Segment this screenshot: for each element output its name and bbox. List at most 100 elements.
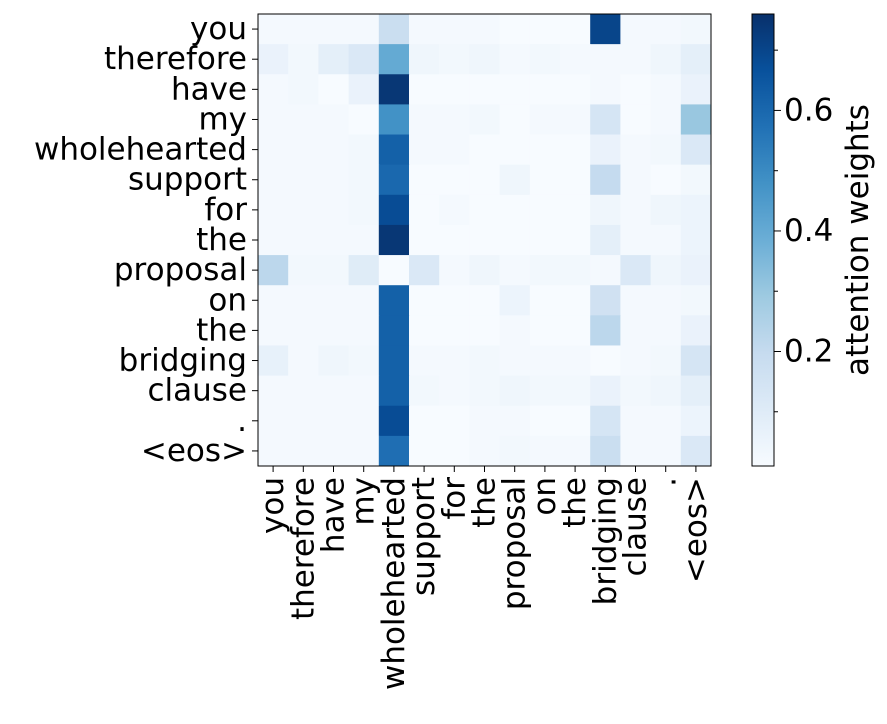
heatmap-cell	[348, 345, 380, 377]
heatmap-cell	[529, 134, 561, 166]
heatmap-cell	[529, 255, 561, 286]
heatmap-cell	[409, 224, 440, 256]
heatmap-cell	[590, 224, 621, 256]
heatmap-cell	[439, 74, 470, 105]
heatmap-cell	[650, 315, 682, 346]
heatmap-cell	[560, 255, 591, 286]
heatmap-cell	[620, 74, 652, 105]
heatmap-cell	[288, 164, 319, 196]
heatmap-cell	[469, 224, 501, 256]
heatmap-cell	[560, 164, 591, 196]
heatmap-cell	[318, 104, 350, 136]
heatmap-cell	[288, 315, 319, 346]
heatmap-cell	[378, 345, 410, 377]
heatmap-cell	[499, 74, 531, 105]
heatmap-cell	[590, 315, 621, 346]
heatmap-cell	[560, 345, 591, 377]
heatmap-cell	[680, 14, 712, 45]
heatmap-cell	[529, 14, 561, 45]
x-tick-label: support	[406, 477, 442, 596]
x-tick-label: my	[346, 477, 382, 526]
heatmap-cell	[620, 255, 652, 286]
colorbar-tick-label: 0.2	[784, 333, 833, 369]
heatmap-cell	[409, 255, 440, 286]
heatmap-cell	[529, 345, 561, 377]
heatmap-cell	[258, 74, 289, 105]
heatmap-cell	[560, 134, 591, 166]
heatmap-cell	[499, 435, 531, 467]
heatmap-cell	[529, 194, 561, 226]
heatmap-cell	[499, 104, 531, 136]
heatmap-cell	[620, 224, 652, 256]
heatmap-cell	[258, 255, 289, 286]
heatmap-cell	[439, 44, 470, 75]
heatmap-cell	[590, 435, 621, 467]
heatmap-cell	[258, 44, 289, 75]
heatmap-cell	[318, 435, 350, 467]
heatmap-cell	[469, 134, 501, 166]
heatmap-cell	[439, 435, 470, 467]
heatmap-cell	[590, 164, 621, 196]
heatmap-cell	[258, 164, 289, 196]
heatmap-cell	[680, 285, 712, 316]
heatmap-cell	[348, 44, 380, 75]
heatmap-cell	[318, 164, 350, 196]
heatmap-cell	[439, 345, 470, 377]
heatmap-cell	[469, 315, 501, 346]
heatmap-cell	[650, 255, 682, 286]
heatmap-cell	[258, 194, 289, 226]
heatmap-cell	[620, 134, 652, 166]
heatmap-cell	[348, 164, 380, 196]
heatmap-cell	[650, 285, 682, 316]
heatmap-cell	[620, 44, 652, 75]
heatmap-cell	[560, 224, 591, 256]
heatmap-cell	[439, 315, 470, 346]
heatmap-cell	[650, 435, 682, 467]
heatmap-cell	[288, 255, 319, 286]
heatmap-cell	[560, 194, 591, 226]
heatmap-cell	[499, 255, 531, 286]
heatmap-cell	[288, 435, 319, 467]
heatmap-cell	[560, 104, 591, 136]
heatmap-cell	[348, 74, 380, 105]
y-tick-label: support	[128, 162, 247, 198]
heatmap-cell	[529, 74, 561, 105]
y-tick-label: the	[196, 222, 247, 258]
y-tick-label: have	[171, 71, 247, 107]
heatmap-cell	[499, 44, 531, 75]
heatmap-cell	[288, 104, 319, 136]
heatmap-cell	[499, 224, 531, 256]
heatmap-cell	[378, 194, 410, 226]
heatmap-cell	[348, 375, 380, 407]
heatmap-cell	[439, 405, 470, 437]
heatmap-cell	[620, 435, 652, 467]
heatmap-cell	[469, 285, 501, 316]
heatmap-cell	[439, 375, 470, 407]
y-tick-label: therefore	[104, 41, 247, 77]
heatmap-cell	[258, 14, 289, 45]
heatmap-cell	[378, 375, 410, 407]
heatmap-cell	[348, 255, 380, 286]
heatmap-cell	[680, 44, 712, 75]
heatmap-cell	[590, 194, 621, 226]
heatmap-cell	[680, 345, 712, 377]
y-tick-label: clause	[147, 373, 247, 409]
x-tick-label: have	[316, 477, 352, 553]
heatmap-cell	[439, 224, 470, 256]
heatmap-cell	[439, 255, 470, 286]
heatmap-cell	[620, 315, 652, 346]
x-tick-label: the	[467, 477, 503, 528]
heatmap-cell	[620, 345, 652, 377]
colorbar-gradient	[751, 13, 775, 467]
y-axis-ticks: youthereforehavemywholeheartedsupportfor…	[34, 11, 258, 469]
heatmap-cell	[409, 194, 440, 226]
heatmap-cell	[590, 285, 621, 316]
heatmap-cell	[469, 255, 501, 286]
heatmap-cell	[590, 44, 621, 75]
heatmap-cell	[318, 74, 350, 105]
heatmap-cell	[409, 134, 440, 166]
colorbar-ticks: 0.2 0.4 0.6	[774, 49, 833, 413]
heatmap-cell	[318, 134, 350, 166]
heatmap-cell	[680, 104, 712, 136]
